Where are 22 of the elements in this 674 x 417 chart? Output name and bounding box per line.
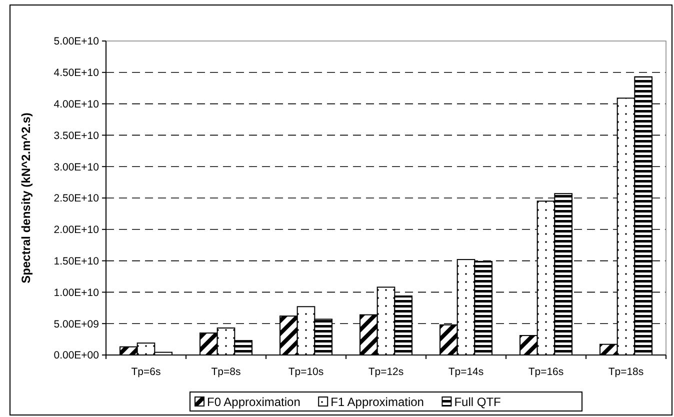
x-tick-label: Tp=12s: [368, 366, 404, 378]
y-tick-label: 2.00E+10: [54, 224, 100, 236]
y-tick-label: 2.50E+10: [54, 192, 100, 205]
y-tick-label: 3.00E+10: [54, 161, 100, 174]
x-tick-label: Tp=6s: [131, 366, 161, 378]
y-tick-label: 5.00E+09: [54, 318, 100, 330]
x-tick-label: Tp=16s: [528, 366, 564, 378]
x-tick-label: Tp=8s: [211, 366, 241, 378]
x-tick-label: Tp=10s: [288, 366, 324, 378]
y-axis-title: Spectral density (kN^2.m^2.s): [19, 112, 33, 284]
y-tick-label: 4.00E+10: [54, 98, 100, 110]
y-tick-label: 1.50E+10: [54, 255, 100, 268]
legend-label: Full QTF: [454, 395, 501, 409]
y-tick-label: 4.50E+10: [54, 67, 100, 80]
y-tick-label: 5.00E+10: [54, 36, 100, 48]
legend-label: F0 Approximation: [207, 395, 300, 409]
y-tick-label: 0.00E+00: [54, 350, 100, 362]
x-tick-label: Tp=14s: [448, 366, 484, 378]
legend-label: F1 Approximation: [330, 395, 424, 409]
y-tick-label: 3.50E+10: [54, 130, 100, 142]
x-tick-label: Tp=18s: [608, 366, 644, 378]
y-tick-label: 1.00E+10: [54, 286, 100, 299]
